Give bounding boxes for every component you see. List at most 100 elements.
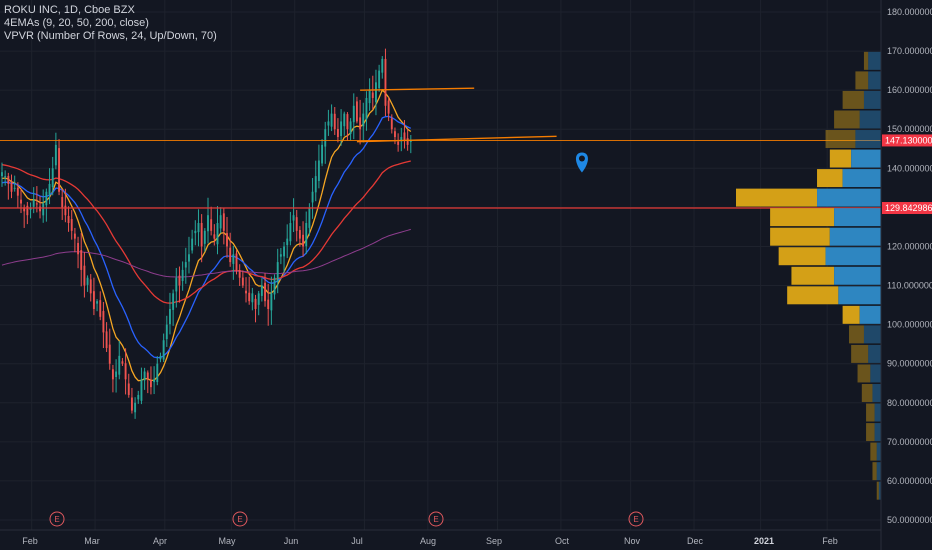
candle-body[interactable]	[118, 355, 121, 375]
candle-body[interactable]	[39, 206, 41, 212]
candle-body[interactable]	[390, 118, 393, 130]
candle-body[interactable]	[283, 246, 285, 257]
candle-body[interactable]	[89, 279, 92, 294]
candle-body[interactable]	[302, 234, 305, 247]
candle-body[interactable]	[327, 121, 330, 126]
horizontal-lines[interactable]	[0, 140, 881, 209]
candle-body[interactable]	[181, 269, 184, 282]
candle-body[interactable]	[292, 215, 295, 221]
candle-body[interactable]	[336, 128, 339, 138]
candle-body[interactable]	[10, 182, 13, 192]
candle-body[interactable]	[245, 290, 247, 294]
earnings-icon[interactable]: E	[628, 511, 644, 527]
candle-body[interactable]	[229, 247, 232, 263]
earnings-icon[interactable]: E	[49, 511, 65, 527]
candle-body[interactable]	[188, 254, 190, 262]
candle-body[interactable]	[77, 242, 80, 255]
candle-body[interactable]	[248, 292, 251, 302]
location-pin-icon[interactable]	[575, 152, 588, 173]
candle-body[interactable]	[124, 363, 127, 380]
candle-body[interactable]	[48, 183, 51, 195]
candle-body[interactable]	[35, 203, 38, 205]
candle-body[interactable]	[235, 253, 238, 270]
candle-body[interactable]	[254, 298, 257, 309]
candle-body[interactable]	[172, 293, 175, 310]
candle-body[interactable]	[314, 176, 317, 193]
candle-body[interactable]	[153, 379, 156, 383]
candle-body[interactable]	[384, 58, 387, 106]
candle-body[interactable]	[111, 369, 114, 380]
candle-body[interactable]	[216, 223, 219, 245]
candle-body[interactable]	[134, 402, 137, 413]
candle-body[interactable]	[333, 113, 336, 130]
candle-body[interactable]	[368, 90, 371, 104]
candle-body[interactable]	[194, 230, 197, 234]
candle-body[interactable]	[210, 219, 213, 231]
candle-body[interactable]	[340, 121, 343, 137]
candle-body[interactable]	[83, 265, 86, 286]
candle-body[interactable]	[130, 397, 133, 411]
candle-body[interactable]	[16, 187, 19, 196]
candle-body[interactable]	[159, 355, 162, 360]
trend-line[interactable]	[360, 87, 475, 91]
candle-body[interactable]	[45, 191, 48, 206]
candle-body[interactable]	[203, 230, 206, 244]
candle-body[interactable]	[346, 114, 349, 130]
location-pin-shape[interactable]	[575, 152, 588, 173]
candlesticks[interactable]	[1, 48, 412, 419]
candle-body[interactable]	[394, 131, 396, 138]
candle-body[interactable]	[80, 250, 83, 270]
candle-body[interactable]	[1, 172, 3, 177]
candle-body[interactable]	[238, 270, 241, 278]
candle-body[interactable]	[371, 92, 374, 98]
candle-body[interactable]	[61, 197, 64, 208]
candle-body[interactable]	[400, 137, 403, 142]
candle-body[interactable]	[178, 275, 181, 286]
candle-body[interactable]	[96, 301, 99, 304]
candle-body[interactable]	[267, 299, 270, 309]
candle-body[interactable]	[213, 234, 216, 239]
candle-body[interactable]	[321, 144, 324, 164]
candle-body[interactable]	[127, 383, 130, 395]
candle-body[interactable]	[279, 254, 282, 257]
candle-body[interactable]	[311, 191, 314, 203]
candle-body[interactable]	[73, 233, 76, 239]
candle-body[interactable]	[51, 168, 54, 188]
price-axis[interactable]: 180.00000000 170.00000000 160.00000000 150.…	[880, 0, 932, 550]
candle-body[interactable]	[330, 113, 333, 127]
candle-body[interactable]	[70, 219, 73, 231]
candle-body[interactable]	[273, 277, 276, 295]
candle-body[interactable]	[121, 361, 124, 364]
price-tag[interactable]	[882, 202, 932, 215]
candle-body[interactable]	[260, 285, 263, 296]
candle-body[interactable]	[197, 223, 200, 233]
candle-body[interactable]	[108, 344, 111, 364]
candle-body[interactable]	[7, 176, 10, 184]
candle-body[interactable]	[276, 262, 279, 283]
candle-body[interactable]	[270, 293, 273, 311]
candle-body[interactable]	[169, 308, 171, 325]
candle-body[interactable]	[352, 105, 355, 123]
candle-body[interactable]	[387, 100, 390, 114]
candle-body[interactable]	[175, 277, 178, 292]
candle-body[interactable]	[207, 215, 209, 232]
candle-body[interactable]	[308, 207, 311, 228]
earnings-icon[interactable]: E	[428, 511, 444, 527]
candle-body[interactable]	[143, 371, 146, 381]
candle-body[interactable]	[146, 372, 149, 380]
candle-body[interactable]	[13, 187, 16, 189]
candle-body[interactable]	[226, 233, 228, 247]
candle-body[interactable]	[140, 379, 143, 401]
candle-body[interactable]	[26, 205, 29, 216]
candle-body[interactable]	[232, 254, 235, 264]
candle-body[interactable]	[115, 371, 118, 378]
candle-body[interactable]	[324, 129, 327, 147]
candle-body[interactable]	[92, 291, 95, 309]
candle-body[interactable]	[403, 132, 406, 141]
trend-line[interactable]	[356, 135, 557, 143]
candle-body[interactable]	[289, 223, 292, 242]
candle-body[interactable]	[317, 160, 320, 181]
candle-body[interactable]	[99, 300, 102, 317]
